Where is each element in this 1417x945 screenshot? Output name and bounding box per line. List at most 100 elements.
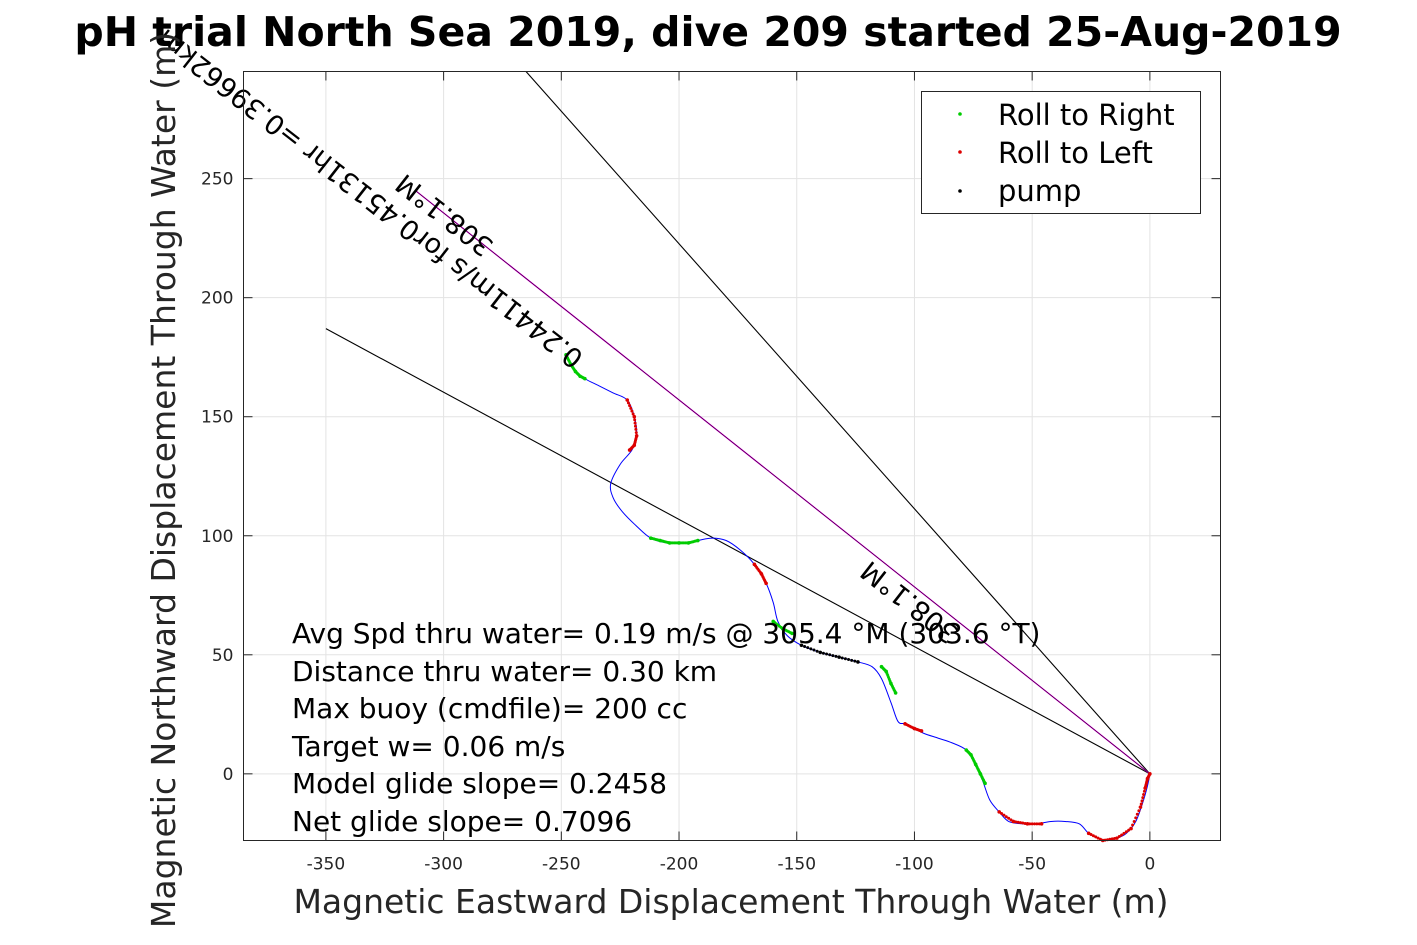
- legend-box: [921, 91, 1201, 214]
- pump-point: [850, 658, 854, 662]
- roll-left-point: [1094, 835, 1098, 839]
- roll-left-point: [1016, 820, 1020, 824]
- x-tick-label: -50: [1018, 855, 1046, 875]
- roll-left-point: [1132, 819, 1136, 823]
- y-tick-label: 250: [201, 170, 233, 190]
- roll-left-point: [1028, 822, 1032, 826]
- roll-left-point: [1004, 815, 1008, 819]
- roll-left-point: [1089, 833, 1093, 837]
- target-w-text: Target w= 0.06 m/s: [291, 730, 565, 763]
- y-tick-label: 100: [201, 527, 233, 547]
- pump-point: [840, 656, 844, 660]
- roll-left-point: [1138, 805, 1143, 809]
- roll-left-point: [630, 409, 634, 413]
- roll-left-point: [1131, 823, 1135, 827]
- roll-left-point: [1035, 822, 1039, 826]
- legend-marker-pump: [958, 189, 962, 193]
- cone-line-1: [525, 71, 1151, 775]
- roll-left-point: [1140, 799, 1144, 803]
- roll-left-point: [1127, 828, 1131, 832]
- axes-box: [243, 71, 1221, 841]
- line-labels: 308.1°M 0.24411m/s for0.45131hr =0.39662…: [151, 22, 964, 649]
- roll-left-point: [627, 448, 632, 452]
- roll-left-point: [1007, 816, 1011, 820]
- roll-left-point: [1135, 812, 1139, 816]
- cone-line-2: [325, 328, 1151, 775]
- tick-labels: -350 -300 -250 -200 -150 -100 -50 0 0 50 100 150 200…: [201, 71, 1221, 875]
- roll-left-point: [919, 729, 924, 733]
- x-tick-label: -250: [542, 855, 581, 875]
- legend-label-roll-left: Roll to Left: [998, 136, 1153, 170]
- pump-point: [828, 653, 832, 657]
- pump-point: [815, 649, 819, 653]
- cone-lines: [325, 71, 1151, 775]
- pump-point: [809, 647, 813, 651]
- roll-left-point: [1014, 820, 1018, 824]
- roll-left-point: [1142, 789, 1146, 793]
- roll-left-point: [633, 424, 637, 428]
- pump-point: [803, 644, 807, 648]
- pump-point: [853, 659, 857, 663]
- roll-left-point: [1091, 834, 1095, 838]
- x-tick-label: -200: [660, 855, 699, 875]
- roll-left-point: [634, 427, 638, 431]
- x-tick-label: -150: [777, 855, 816, 875]
- pump-point: [843, 657, 847, 661]
- roll-left-point: [1120, 833, 1124, 837]
- y-tick-label: 0: [223, 765, 234, 785]
- avg-speed-text: Avg Spd thru water= 0.19 m/s @ 305.4 °M …: [292, 617, 1040, 650]
- roll-right-point: [983, 781, 987, 786]
- roll-left-point: [1096, 836, 1100, 840]
- roll-left-point: [632, 414, 637, 419]
- x-tick-label: -350: [307, 855, 346, 875]
- pump-point: [837, 655, 841, 659]
- roll-left-point: [1137, 809, 1141, 813]
- legend-label-pump: pump: [998, 174, 1081, 208]
- pump-point: [818, 650, 823, 655]
- pump-point: [831, 654, 835, 658]
- roll-left-point: [764, 581, 768, 586]
- roll-left-point: [1110, 837, 1114, 841]
- axes-frame: [243, 71, 1221, 841]
- roll-left-point: [1141, 796, 1145, 800]
- roll-right-point: [583, 376, 587, 381]
- roll-left-point: [634, 431, 638, 435]
- roll-left-point: [1030, 822, 1034, 826]
- roll-left-point: [1021, 821, 1025, 825]
- y-axis-label: Magnetic Northward Displacement Through …: [144, 32, 183, 928]
- pump-point: [812, 648, 816, 652]
- roll-right-point: [790, 631, 794, 636]
- legend: Roll to Right Roll to Left pump: [921, 91, 1201, 214]
- chart-title: pH trial North Sea 2019, dive 209 starte…: [74, 8, 1341, 56]
- roll-left-point: [1134, 816, 1138, 820]
- roll-left-point: [626, 401, 630, 405]
- y-tick-label: 150: [201, 408, 233, 428]
- roll-left-point: [633, 418, 637, 422]
- roll-left-point: [1115, 836, 1119, 840]
- roll-left-point: [1018, 821, 1022, 825]
- roll-left-point: [1025, 822, 1030, 826]
- x-axis-label: Magnetic Eastward Displacement Through W…: [293, 882, 1168, 921]
- roll-left-point: [625, 398, 630, 402]
- stats-annotations: Avg Spd thru water= 0.19 m/s @ 305.4 °M …: [291, 617, 1040, 838]
- roll-left-point: [1148, 772, 1152, 776]
- series-layer: [414, 190, 1152, 843]
- pump-point: [847, 658, 851, 662]
- max-buoy-text: Max buoy (cmdfile)= 200 cc: [292, 692, 687, 725]
- speed-distance-label: 0.24411m/s for0.45131hr =0.39662km: [151, 22, 589, 374]
- x-tick-label: -300: [424, 855, 463, 875]
- roll-left-point: [1142, 792, 1146, 796]
- roll-left-point: [1039, 822, 1044, 826]
- x-tick-label: 0: [1144, 855, 1155, 875]
- roll-right-point: [893, 691, 898, 695]
- y-tick-label: 200: [201, 289, 233, 309]
- legend-marker-roll-right: [958, 112, 962, 116]
- pump-point: [834, 654, 838, 658]
- roll-left-point: [628, 404, 632, 408]
- roll-left-point: [1124, 830, 1128, 834]
- legend-label-roll-right: Roll to Right: [998, 98, 1175, 132]
- y-tick-label: 50: [212, 646, 234, 666]
- pump-point: [856, 660, 860, 664]
- roll-left-point: [631, 412, 635, 416]
